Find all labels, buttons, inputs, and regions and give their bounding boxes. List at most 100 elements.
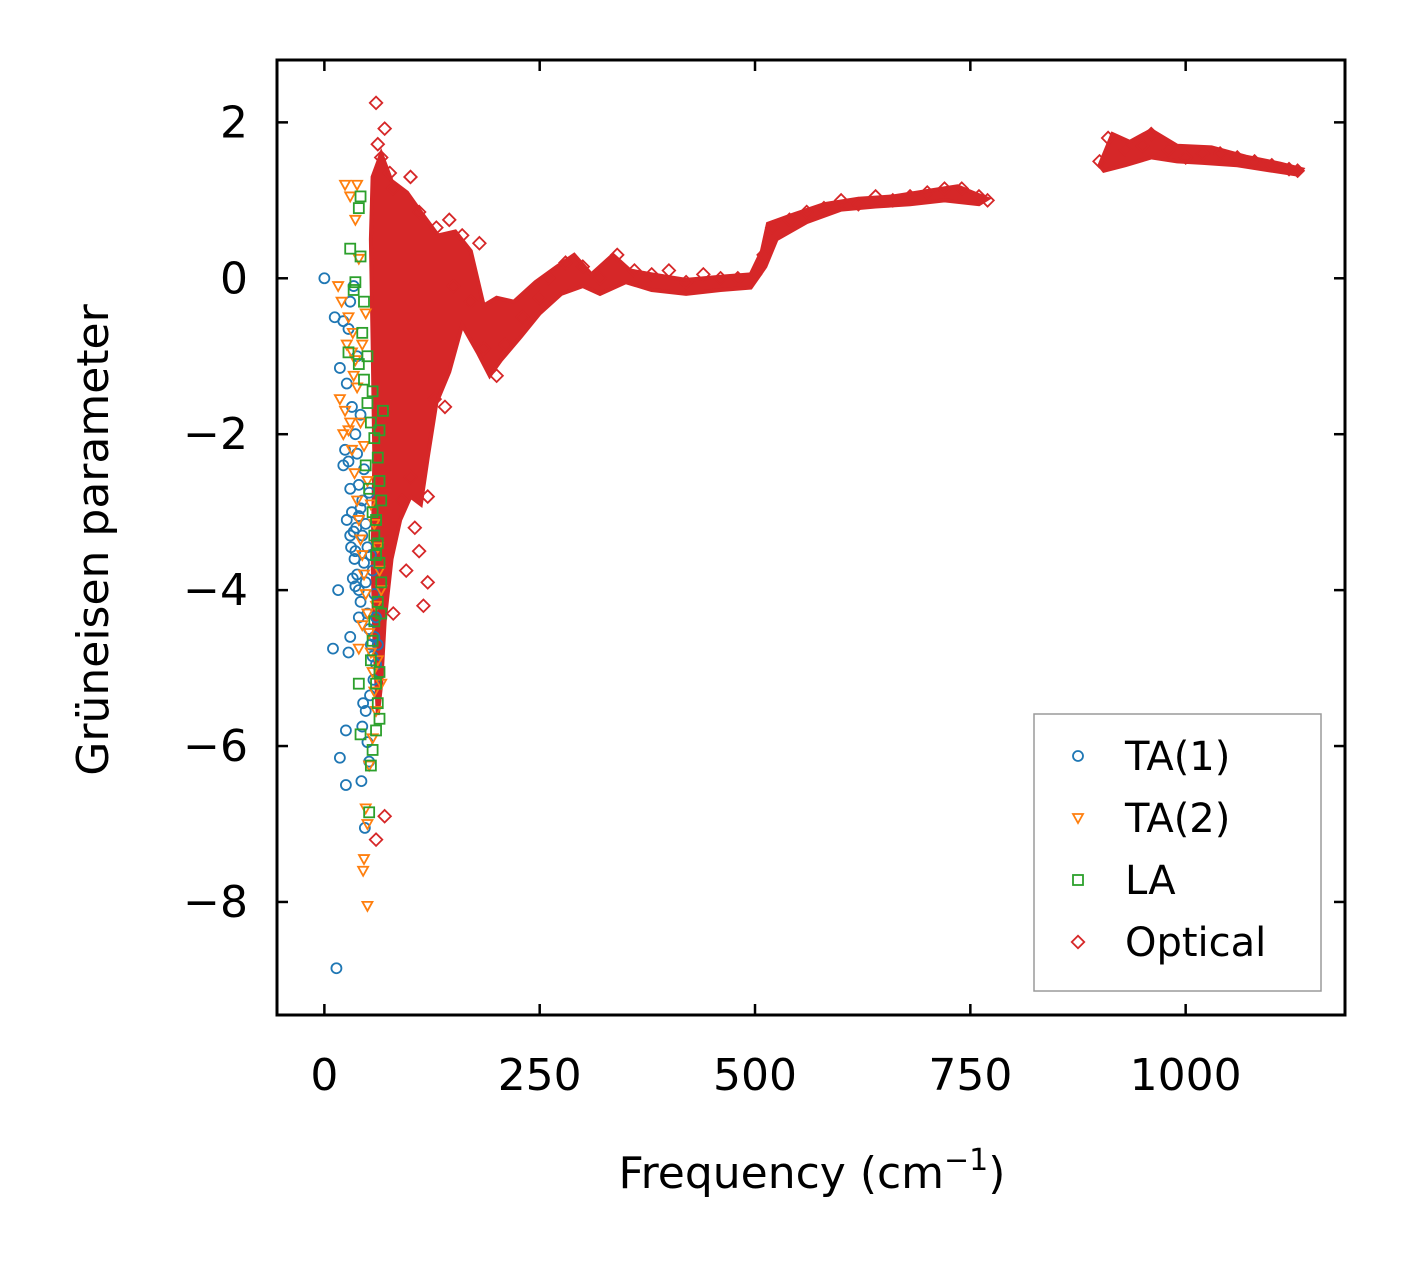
plot-frame [275, 58, 1347, 1017]
marker-optical [420, 574, 436, 590]
marker-optical [437, 399, 453, 415]
y-axis-label: Grüneisen parameter [68, 303, 119, 775]
marker-ta1 [340, 779, 352, 791]
marker-ta2 [348, 355, 362, 367]
marker-la [366, 385, 379, 398]
marker-ta2 [338, 405, 352, 418]
marker-ta1 [327, 642, 339, 655]
marker-la [371, 451, 384, 464]
marker-ta1 [340, 724, 352, 737]
marker-ta2 [357, 854, 371, 866]
marker-ta2 [352, 515, 366, 527]
marker-optical [833, 192, 849, 208]
marker-optical [695, 266, 711, 282]
marker-ta2 [360, 819, 374, 831]
marker-optical [463, 294, 479, 310]
marker-ta1 [318, 272, 331, 285]
marker-optical [644, 266, 660, 282]
marker-ta2 [355, 339, 369, 352]
marker-ta1 [346, 572, 359, 585]
marker-ta1 [359, 705, 372, 717]
marker-optical [428, 220, 444, 236]
marker-ta1 [340, 514, 353, 526]
marker-optical [532, 290, 548, 306]
marker-ta1 [350, 521, 363, 534]
marker-la [358, 295, 370, 308]
legend-label: TA(2) [1124, 796, 1230, 842]
marker-ta2 [331, 281, 345, 293]
marker-ta2 [360, 608, 374, 621]
marker-optical [377, 121, 393, 137]
marker-ta2 [362, 628, 376, 640]
y-tick-label: −8 [183, 877, 248, 928]
marker-la [354, 250, 367, 263]
marker-optical [368, 832, 384, 848]
x-tick-label: 1000 [1130, 1050, 1242, 1101]
marker-optical [385, 181, 401, 197]
marker-la [364, 759, 377, 772]
marker-la [370, 514, 382, 526]
marker-ta2 [338, 179, 352, 192]
marker-ta2 [343, 191, 357, 204]
marker-la [366, 634, 379, 647]
marker-optical [1290, 163, 1306, 179]
marker-optical [402, 469, 419, 485]
marker-optical [476, 340, 492, 356]
marker-optical [471, 235, 487, 251]
marker-ta2 [367, 686, 381, 699]
marker-ta2 [347, 468, 362, 481]
marker-ta2 [357, 440, 371, 453]
marker-optical [1195, 146, 1211, 162]
marker-ta1 [359, 576, 372, 589]
marker-ta2 [350, 179, 364, 192]
y-tick-label: −6 [183, 721, 248, 772]
legend-label: TA(1) [1124, 734, 1230, 780]
marker-la [373, 556, 386, 569]
marker-optical [592, 270, 608, 286]
marker-ta2 [333, 394, 347, 406]
marker-optical [1100, 130, 1116, 146]
marker-optical [954, 181, 970, 197]
marker-optical [370, 136, 386, 152]
marker-la [352, 677, 365, 690]
marker-optical [799, 204, 815, 220]
marker-la [373, 712, 386, 725]
marker-ta2 [348, 214, 362, 227]
marker-ta2 [355, 550, 369, 562]
marker-ta2 [345, 347, 359, 360]
marker-la [361, 397, 374, 409]
marker-la [370, 724, 382, 737]
marker-optical [678, 274, 694, 290]
marker-ta1 [349, 580, 362, 593]
marker-la [370, 677, 382, 690]
marker-la [352, 202, 365, 215]
marker-ta1 [354, 595, 367, 608]
marker-ta2 [335, 296, 349, 309]
y-tick-label: −2 [183, 409, 248, 460]
marker-la [373, 666, 386, 678]
marker-optical [575, 259, 591, 275]
marker-ta2 [364, 647, 378, 660]
marker-optical [1160, 142, 1176, 158]
marker-optical [446, 278, 462, 294]
marker-ta1 [357, 697, 370, 710]
marker-optical [1264, 157, 1280, 173]
marker-ta1 [342, 455, 355, 468]
marker-optical [398, 563, 414, 579]
marker-ta1 [348, 553, 361, 565]
marker-optical [489, 368, 505, 384]
marker-ta2 [360, 476, 374, 488]
marker-ta2 [356, 865, 370, 878]
marker-la [371, 537, 384, 550]
marker-optical [497, 337, 513, 353]
marker-la [356, 326, 369, 339]
marker-optical [1229, 149, 1245, 165]
marker-la [368, 615, 381, 628]
x-axis-label: Frequency (cm−1) [619, 1143, 1006, 1199]
marker-optical [540, 270, 556, 286]
legend: TA(1) TA(2) LA Optical [1033, 713, 1322, 992]
marker-optical [415, 598, 431, 614]
marker-optical [407, 520, 423, 536]
marker-ta2 [359, 589, 373, 601]
